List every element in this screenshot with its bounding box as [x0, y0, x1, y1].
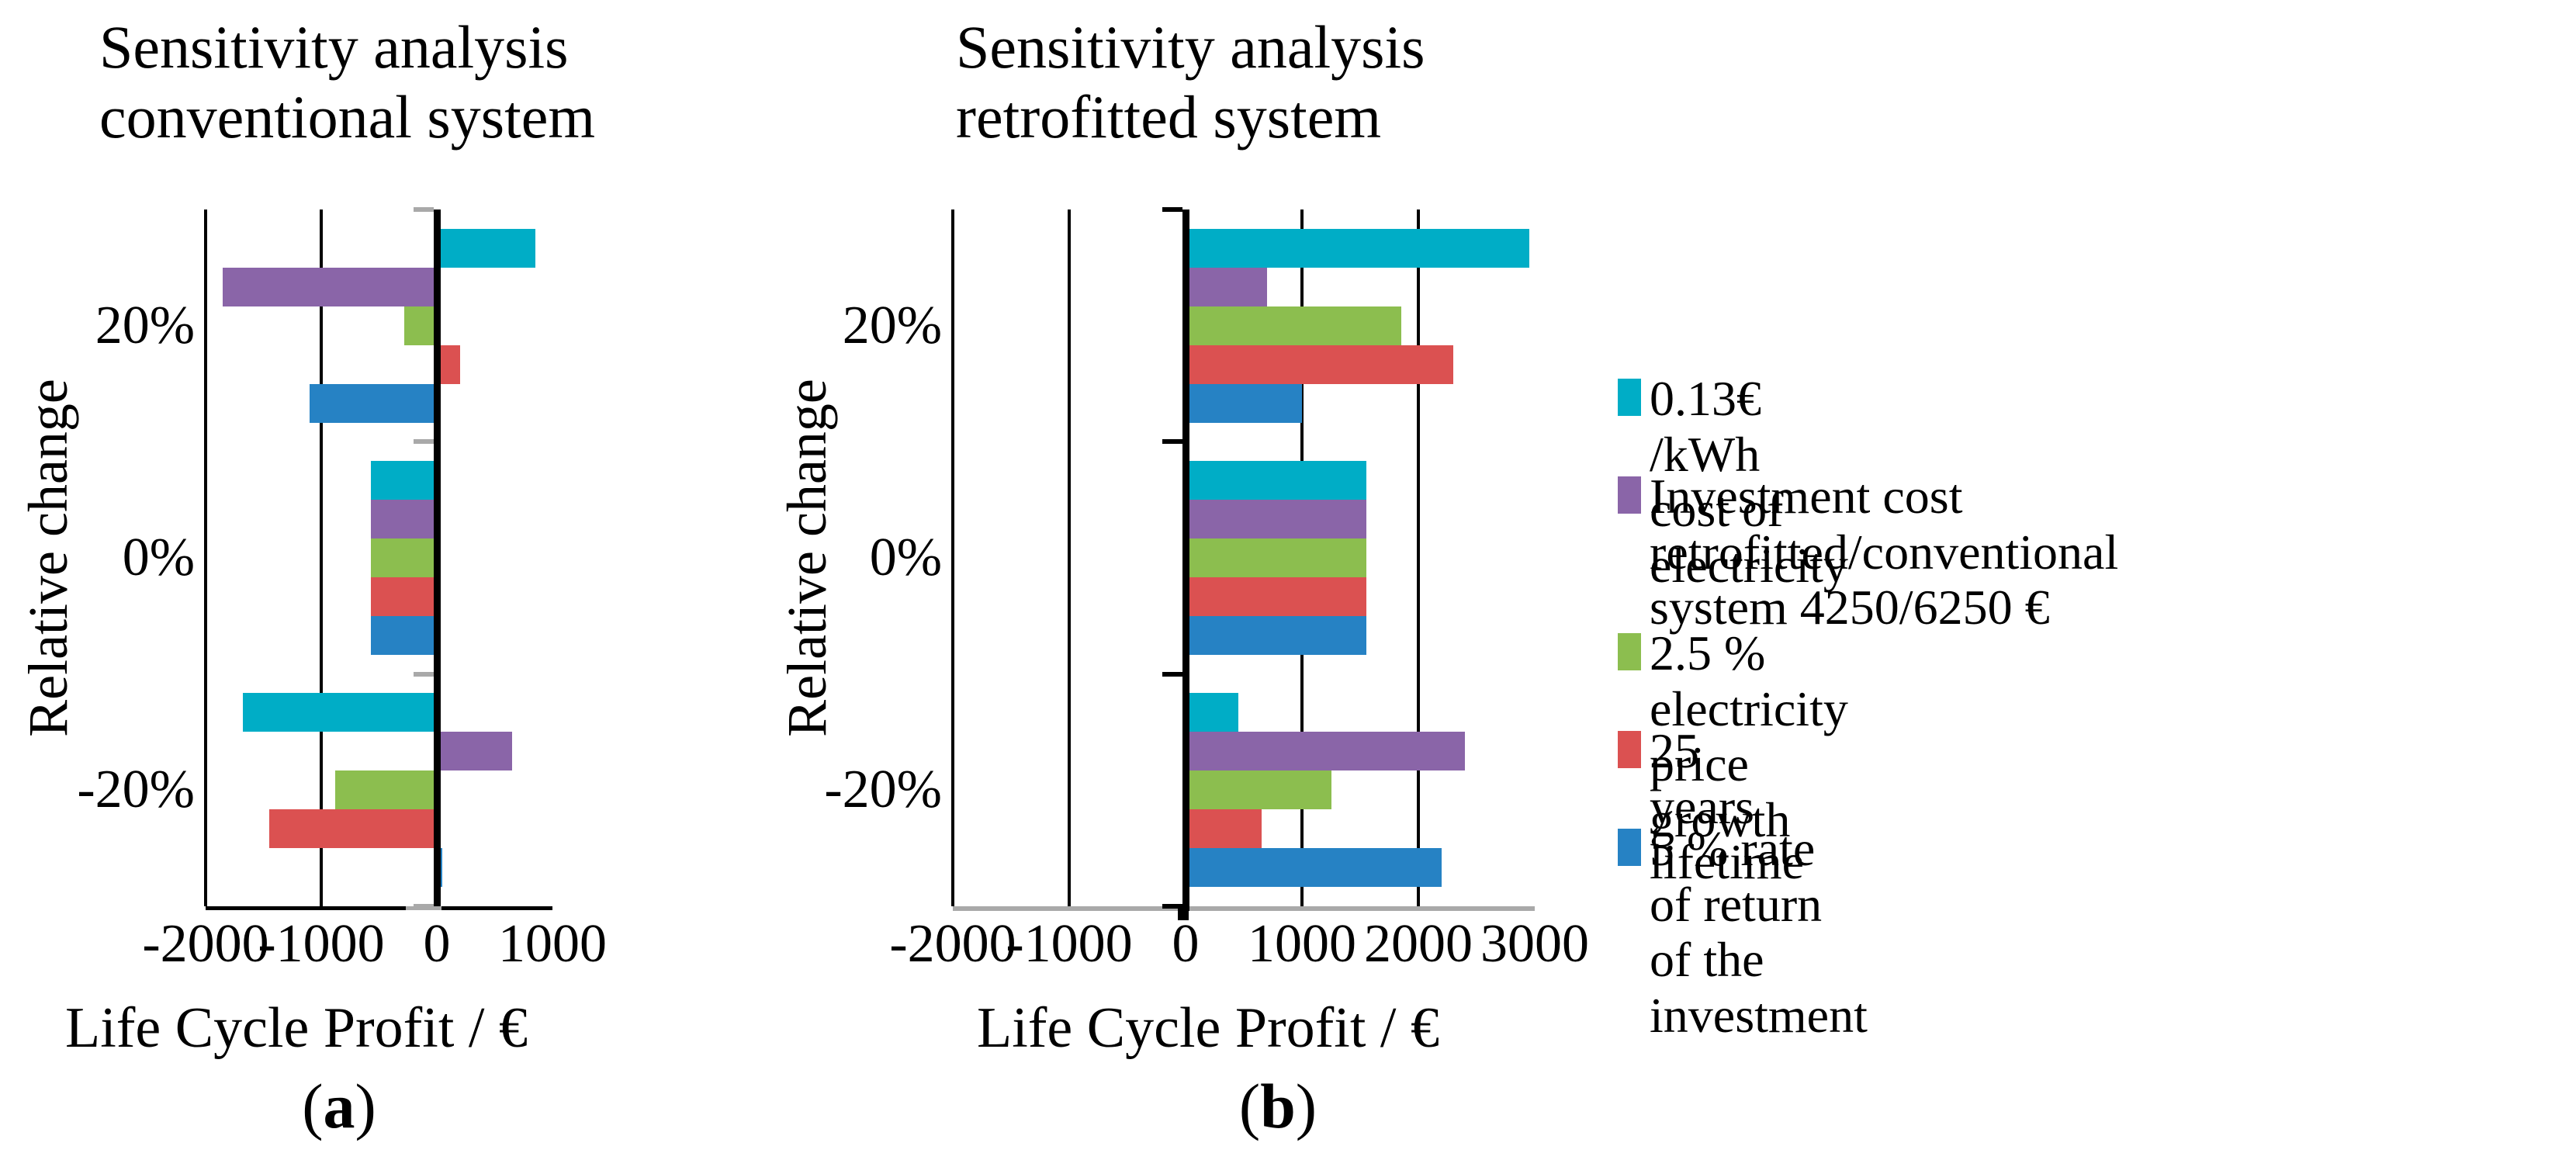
chart-a-x-axis-label: Life Cycle Profit / € — [65, 996, 528, 1060]
chart-b-x-axis-label: Life Cycle Profit / € — [977, 996, 1439, 1060]
bar-series1-cat1 — [1186, 500, 1366, 538]
bar-series4-cat0 — [1186, 383, 1302, 423]
bar-series1-cat0 — [223, 267, 437, 306]
zero-axis-line — [1182, 209, 1189, 911]
bar-series3-cat2 — [268, 809, 437, 849]
x-tick-label-2000: 2000 — [1364, 914, 1473, 974]
caption-a-letter: a — [323, 1071, 355, 1141]
x-tick-label-1000: 1000 — [1248, 914, 1356, 974]
zero-axis-category-tick — [414, 439, 434, 445]
bar-series0-cat1 — [371, 461, 437, 500]
bar-series1-cat1 — [371, 500, 437, 538]
caption-a: (a) — [302, 1071, 376, 1141]
chart-b-title: Sensitivity analysis retrofitted system — [956, 13, 1425, 151]
bar-series2-cat1 — [1186, 538, 1366, 577]
legend-label-rate-of-return: 5 % rate of return of the investment — [1650, 821, 1868, 1044]
legend-swatch-investment-cost — [1618, 476, 1641, 514]
x-tick-label--1000: -1000 — [1006, 914, 1133, 974]
bar-series4-cat2 — [1186, 848, 1442, 888]
gridline-2000 — [1417, 209, 1420, 906]
bar-series1-cat2 — [1186, 732, 1465, 771]
x-tick-label-3000: 3000 — [1480, 914, 1589, 974]
legend-swatch-rate-of-return — [1618, 829, 1641, 866]
bar-series3-cat2 — [1186, 809, 1262, 849]
bar-series4-cat1 — [371, 616, 437, 655]
axis-zero-gray-patch — [406, 906, 441, 910]
legend-label-electricity-cost: 0.13€ /kWh cost of electricity — [1650, 371, 1848, 594]
chart-a-title: Sensitivity analysis conventional system — [99, 13, 596, 151]
x-axis-line — [953, 906, 1535, 911]
bar-series0-cat0 — [1186, 228, 1529, 268]
legend-swatch-lifetime — [1618, 731, 1641, 768]
bar-series1-cat0 — [1186, 267, 1267, 306]
legend-swatch-price-growth — [1618, 633, 1641, 670]
category-label-0%: 0% — [869, 528, 942, 587]
gridline--1000 — [320, 209, 323, 906]
zero-axis-category-tick — [414, 671, 434, 677]
gridline--2000 — [204, 209, 207, 906]
x-axis-line — [206, 906, 552, 910]
gridline--2000 — [951, 209, 954, 906]
bar-series1-cat2 — [437, 732, 512, 771]
caption-b: (b) — [1238, 1071, 1317, 1141]
bar-series3-cat1 — [1186, 577, 1366, 616]
zero-axis-category-tick — [1162, 207, 1182, 212]
bar-series0-cat2 — [242, 693, 437, 732]
category-label--20%: -20% — [77, 760, 195, 820]
axis-zero-sub-tick — [1178, 906, 1189, 920]
category-label-20%: 20% — [95, 295, 195, 355]
zero-axis-category-tick — [1162, 671, 1182, 677]
x-tick-label--2000: -2000 — [889, 914, 1016, 974]
x-tick-label-0: 0 — [1172, 914, 1200, 974]
bar-series4-cat1 — [1186, 616, 1366, 655]
legend-label-investment-cost: Investment cost retrofitted/conventional… — [1650, 469, 2119, 635]
caption-b-letter: b — [1260, 1071, 1296, 1141]
chart-a-y-axis-label: Relative change — [17, 379, 79, 737]
x-tick-label-0: 0 — [423, 914, 451, 974]
zero-axis-line — [434, 209, 441, 910]
legend-swatch-electricity-cost — [1618, 379, 1641, 416]
bar-series2-cat2 — [1186, 770, 1331, 810]
bar-series0-cat1 — [1186, 461, 1366, 500]
legend-label-price-growth: 2.5 % electricity price growth — [1650, 625, 1848, 848]
category-label--20%: -20% — [824, 760, 942, 820]
bar-series3-cat1 — [371, 577, 437, 616]
category-label-20%: 20% — [842, 295, 942, 355]
bar-series2-cat0 — [404, 306, 437, 345]
x-tick-label--2000: -2000 — [142, 914, 269, 974]
zero-axis-category-tick — [414, 207, 434, 212]
bar-series2-cat1 — [371, 538, 437, 577]
gridline--1000 — [1068, 209, 1071, 906]
bar-series4-cat0 — [310, 383, 437, 423]
bar-series0-cat2 — [1186, 693, 1238, 732]
zero-axis-category-tick — [1162, 439, 1182, 445]
bar-series2-cat2 — [334, 770, 437, 810]
bar-series2-cat0 — [1186, 306, 1401, 345]
x-tick-label-1000: 1000 — [498, 914, 607, 974]
bar-series0-cat0 — [437, 228, 535, 268]
zero-axis-category-tick — [1162, 904, 1182, 909]
category-label-0%: 0% — [122, 528, 195, 587]
chart-b-y-axis-label: Relative change — [776, 379, 838, 737]
legend-label-lifetime: 25 years lifetime — [1650, 723, 1805, 890]
x-tick-label--1000: -1000 — [258, 914, 385, 974]
bar-series3-cat0 — [1186, 345, 1453, 384]
